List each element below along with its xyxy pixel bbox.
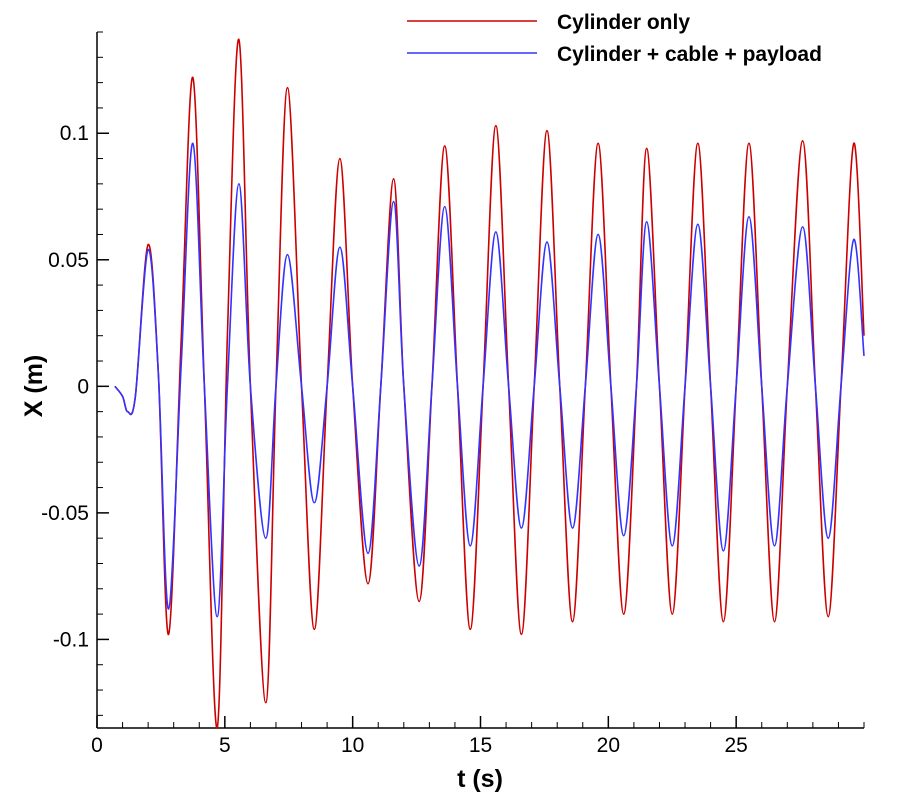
axes-layer: 0 5 10 15 20 25 -0.1 -0.05 0 0.05 0.1 <box>41 31 865 757</box>
x-axis-title: t (s) <box>457 765 503 793</box>
series-line-cylinder-cable-payload <box>114 142 865 618</box>
y-tick-label: 0.1 <box>60 122 89 145</box>
y-axis-title: X (m) <box>20 355 48 418</box>
x-tick-label: 15 <box>469 734 492 757</box>
series-layer <box>114 38 865 729</box>
x-tick-label: 20 <box>597 734 620 757</box>
y-tick-label: -0.05 <box>41 502 89 525</box>
y-tick-label: 0.05 <box>48 249 89 272</box>
x-tick-label: 0 <box>91 734 103 757</box>
legend-label-cylinder-only: Cylinder only <box>557 11 690 34</box>
y-tick-label: -0.1 <box>53 628 89 651</box>
x-tick-label: 25 <box>724 734 747 757</box>
y-tick-label: 0 <box>77 375 89 398</box>
legend-label-cylinder-cable-payload: Cylinder + cable + payload <box>557 43 822 66</box>
legend: Cylinder only Cylinder + cable + payload <box>407 11 822 66</box>
x-tick-label: 5 <box>219 734 231 757</box>
x-tick-label: 10 <box>341 734 364 757</box>
